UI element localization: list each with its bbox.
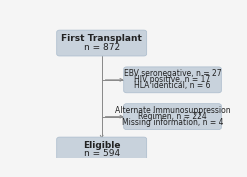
Text: Regimen, n = 224: Regimen, n = 224 [138, 112, 207, 121]
Text: n = 872: n = 872 [84, 43, 120, 52]
Text: Alternate Immunosuppression: Alternate Immunosuppression [115, 106, 230, 115]
Text: HLA identical, n = 6: HLA identical, n = 6 [134, 81, 211, 90]
FancyBboxPatch shape [57, 30, 147, 56]
Text: Eligible: Eligible [83, 141, 121, 150]
Text: HIV positive, n = 17: HIV positive, n = 17 [134, 75, 211, 84]
FancyBboxPatch shape [124, 67, 221, 93]
FancyBboxPatch shape [57, 137, 147, 162]
Text: n = 594: n = 594 [84, 149, 120, 158]
Text: First Transplant: First Transplant [61, 34, 142, 43]
FancyBboxPatch shape [124, 104, 221, 130]
Text: Missing information, n = 4: Missing information, n = 4 [122, 118, 223, 127]
Text: EBV seronegative, n = 27: EBV seronegative, n = 27 [124, 69, 221, 78]
